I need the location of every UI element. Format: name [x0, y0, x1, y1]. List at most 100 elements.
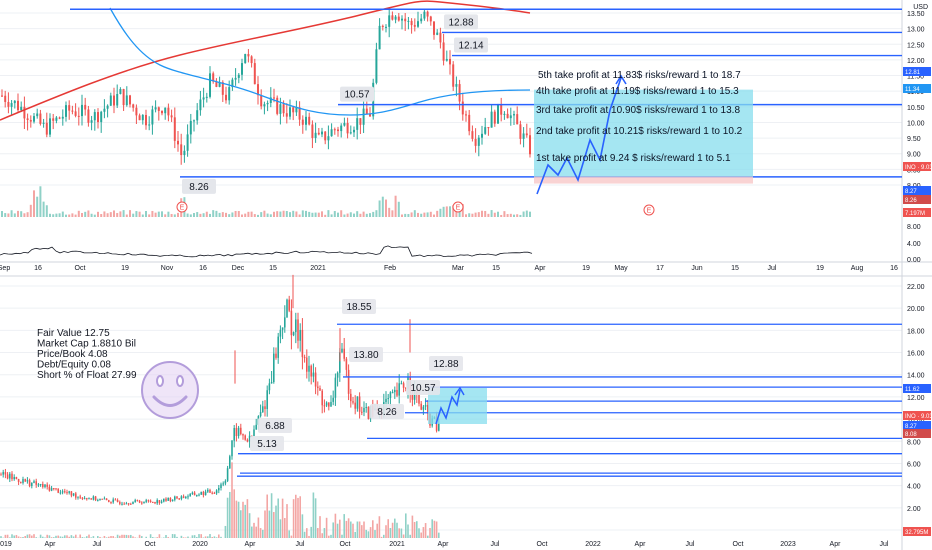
volume-bar	[31, 535, 33, 538]
volume-bar	[422, 527, 425, 538]
volume-bar	[427, 535, 429, 538]
candle-body	[369, 113, 371, 117]
volume-bar	[198, 534, 200, 538]
price-tick-label: 10.50	[907, 105, 925, 112]
smiley-eye-icon	[176, 375, 184, 387]
volume-bar	[209, 213, 211, 217]
volume-bar	[13, 213, 16, 217]
date-tick-label: Mar	[452, 265, 465, 272]
candle-body	[378, 25, 381, 50]
candle-body	[405, 387, 407, 389]
price-tick-label: 18.00	[907, 328, 925, 335]
candle-body	[222, 483, 224, 485]
candle-body	[1, 95, 3, 97]
candle-body	[22, 479, 24, 483]
candle-body	[209, 489, 211, 493]
volume-bar	[257, 214, 259, 217]
volume-bar	[378, 516, 381, 538]
volume-bar	[215, 210, 218, 217]
volume-bar	[369, 527, 372, 538]
candle-body	[458, 84, 461, 102]
volume-bar	[90, 537, 92, 538]
volume-bar	[330, 534, 332, 538]
volume-bar	[361, 525, 363, 538]
date-tick-label: 16	[199, 265, 207, 272]
volume-bar	[26, 212, 29, 217]
currency-label: USD	[913, 4, 928, 11]
price-callout-bg	[349, 347, 383, 362]
volume-bar	[407, 214, 410, 217]
volume-bar	[97, 211, 99, 217]
volume-bar	[237, 211, 240, 217]
volume-bar	[70, 535, 73, 538]
candle-body	[266, 390, 268, 410]
volume-bar	[125, 534, 128, 538]
volume-bar	[497, 211, 499, 217]
candle-body	[288, 299, 290, 311]
volume-bar	[45, 205, 48, 217]
candle-body	[295, 107, 298, 113]
candle-body	[71, 110, 74, 112]
volume-bar	[202, 537, 205, 538]
candle-body	[221, 82, 224, 95]
candle-body	[112, 499, 114, 503]
candle-body	[185, 496, 187, 498]
projected-path-icon	[536, 77, 622, 195]
candle-body	[42, 483, 44, 487]
candle-body	[445, 58, 448, 61]
candle-body	[323, 405, 326, 407]
volume-bar	[343, 214, 346, 217]
volume-bar	[15, 534, 18, 538]
volume-bar	[186, 213, 189, 217]
candle-body	[199, 99, 202, 111]
volume-bar	[81, 212, 83, 217]
moving-average-red	[0, 0, 531, 121]
volume-bar	[187, 536, 189, 538]
volume-bar	[77, 210, 80, 217]
candle-body	[183, 150, 186, 156]
volume-bar	[336, 523, 339, 538]
candle-body	[481, 133, 483, 138]
candle-body	[68, 105, 71, 111]
volume-bar	[279, 211, 282, 217]
volume-bar	[17, 210, 19, 217]
volume-bar	[134, 537, 136, 538]
date-tick-label: Jul	[491, 541, 500, 548]
price-tag-label: 8.26	[905, 198, 917, 204]
candle-body	[341, 348, 343, 353]
candle-body	[50, 488, 53, 491]
date-tick-label: 2022	[585, 541, 601, 548]
candle-body	[260, 95, 263, 107]
candle-body	[391, 15, 394, 20]
volume-bar	[391, 210, 394, 217]
volume-bar	[241, 214, 243, 217]
volume-bar	[182, 537, 185, 538]
volume-bar	[204, 536, 207, 538]
candle-body	[257, 84, 259, 96]
candle-body	[20, 106, 23, 111]
volume-bar	[277, 498, 279, 538]
price-tick-label: 9.50	[907, 136, 921, 143]
price-callout-bg	[370, 404, 404, 419]
volume-bar	[263, 210, 266, 217]
date-tick-label: May	[614, 265, 628, 272]
candle-body	[17, 479, 20, 482]
candle-body	[400, 383, 403, 385]
candle-body	[64, 491, 66, 493]
candle-body	[420, 403, 422, 410]
price-callout-bg	[342, 299, 376, 314]
candle-body	[330, 129, 333, 137]
volume-bar	[402, 534, 405, 538]
candle-body	[167, 497, 169, 501]
candle-body	[292, 107, 295, 113]
date-tick-label: Oct	[340, 541, 351, 548]
candle-body	[241, 63, 243, 75]
price-tick-label: 12.00	[907, 395, 925, 402]
volume-bar	[196, 536, 198, 538]
candle-body	[42, 122, 45, 124]
candle-body	[410, 20, 413, 26]
volume-bar	[207, 536, 209, 538]
candle-body	[286, 299, 288, 318]
candle-body	[207, 489, 209, 492]
